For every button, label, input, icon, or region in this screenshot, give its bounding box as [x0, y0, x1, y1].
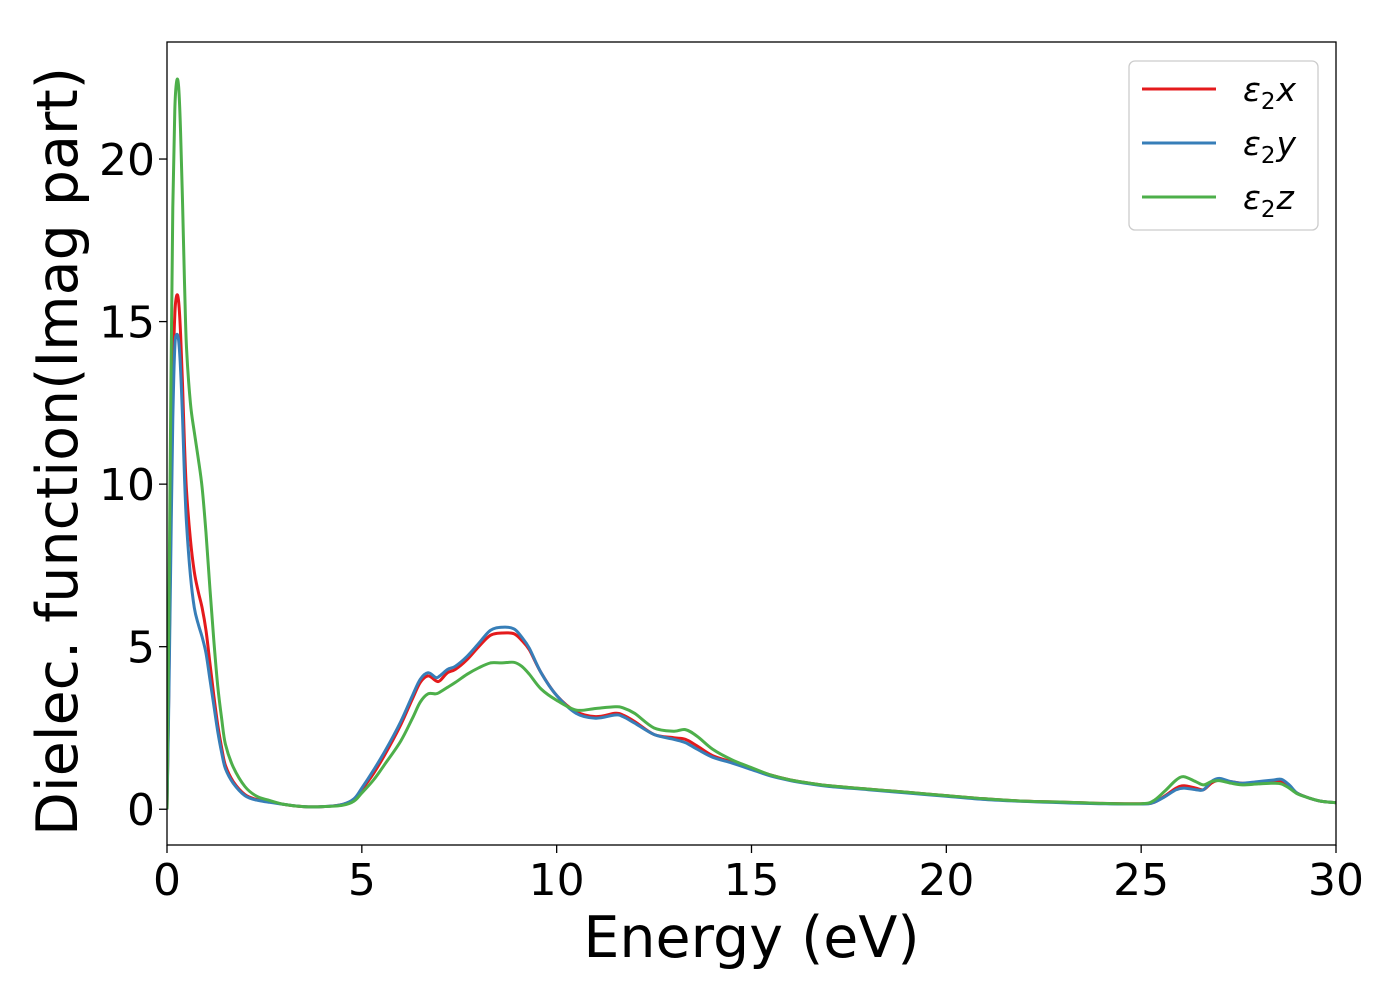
y-tick-label: 10 — [99, 460, 155, 511]
series-line-z — [167, 77, 1336, 810]
x-tick-label: 10 — [529, 855, 585, 906]
y-axis-ticks: 0 5 10 15 20 — [99, 135, 167, 836]
series-layer — [167, 77, 1336, 810]
series-line-x — [167, 293, 1336, 810]
y-axis-label: Dielec. function(Imag part) — [25, 67, 91, 836]
x-axis-ticks: 0 5 10 15 20 25 30 — [153, 845, 1364, 906]
x-tick-label: 30 — [1308, 855, 1364, 906]
y-tick-label: 20 — [99, 135, 155, 186]
x-tick-label: 0 — [153, 855, 181, 906]
legend-label-z: ε2z — [1243, 178, 1294, 223]
legend-box — [1128, 60, 1319, 231]
y-tick-label: 15 — [99, 298, 155, 349]
x-tick-label: 20 — [918, 855, 974, 906]
series-line-y — [167, 332, 1336, 810]
legend-label-x: ε2x — [1243, 70, 1296, 115]
y-tick-label: 0 — [127, 785, 155, 836]
legend: ε2x ε2y ε2z — [1128, 60, 1319, 231]
x-axis-label: Energy (eV) — [583, 905, 919, 971]
legend-label-y: ε2y — [1243, 124, 1296, 169]
x-tick-label: 15 — [724, 855, 780, 906]
y-tick-label: 5 — [127, 623, 155, 674]
x-tick-label: 25 — [1113, 855, 1169, 906]
x-tick-label: 5 — [348, 855, 376, 906]
